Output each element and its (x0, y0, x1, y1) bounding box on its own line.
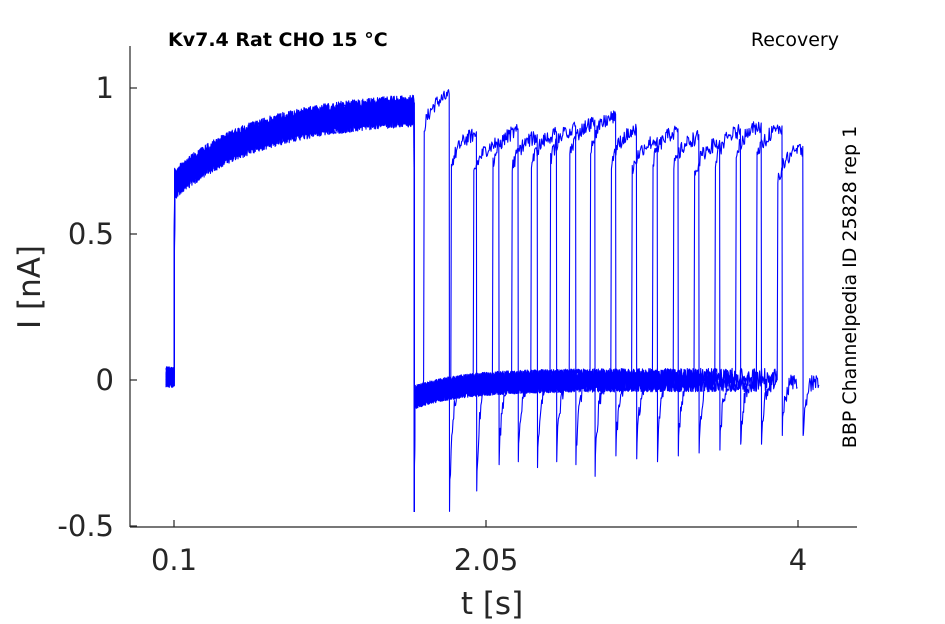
protocol-label: Recovery (751, 29, 839, 51)
chart-title: Kv7.4 Rat CHO 15 °C (168, 29, 388, 51)
y-axis-label: I [nA] (12, 245, 48, 329)
trace-sweep (165, 97, 798, 512)
trace-sweep (165, 101, 820, 512)
trace-sweep (165, 102, 694, 512)
y-tick-label: 1 (96, 71, 114, 105)
x-axis-label: t [s] (461, 586, 523, 622)
trace-group (165, 89, 820, 512)
trace-sweep (165, 94, 778, 512)
trace-sweep (165, 100, 632, 512)
trace-sweep (165, 94, 653, 512)
y-tick-label: 0.5 (68, 217, 114, 251)
side-label: BBP Channelpedia ID 25828 rep 1 (839, 126, 861, 448)
trace-sweep (165, 102, 573, 512)
x-tick-label: 2.05 (454, 543, 519, 577)
tick-group: 0.1 2.05 4 -0.5 0 0.5 1 (57, 71, 807, 577)
trace-sweep (165, 100, 757, 512)
x-tick-label: 4 (789, 543, 807, 577)
y-tick-label: 0 (96, 363, 114, 397)
trace-sweep (165, 99, 674, 512)
x-tick-label: 0.1 (151, 543, 197, 577)
y-tick-label: -0.5 (57, 509, 114, 543)
